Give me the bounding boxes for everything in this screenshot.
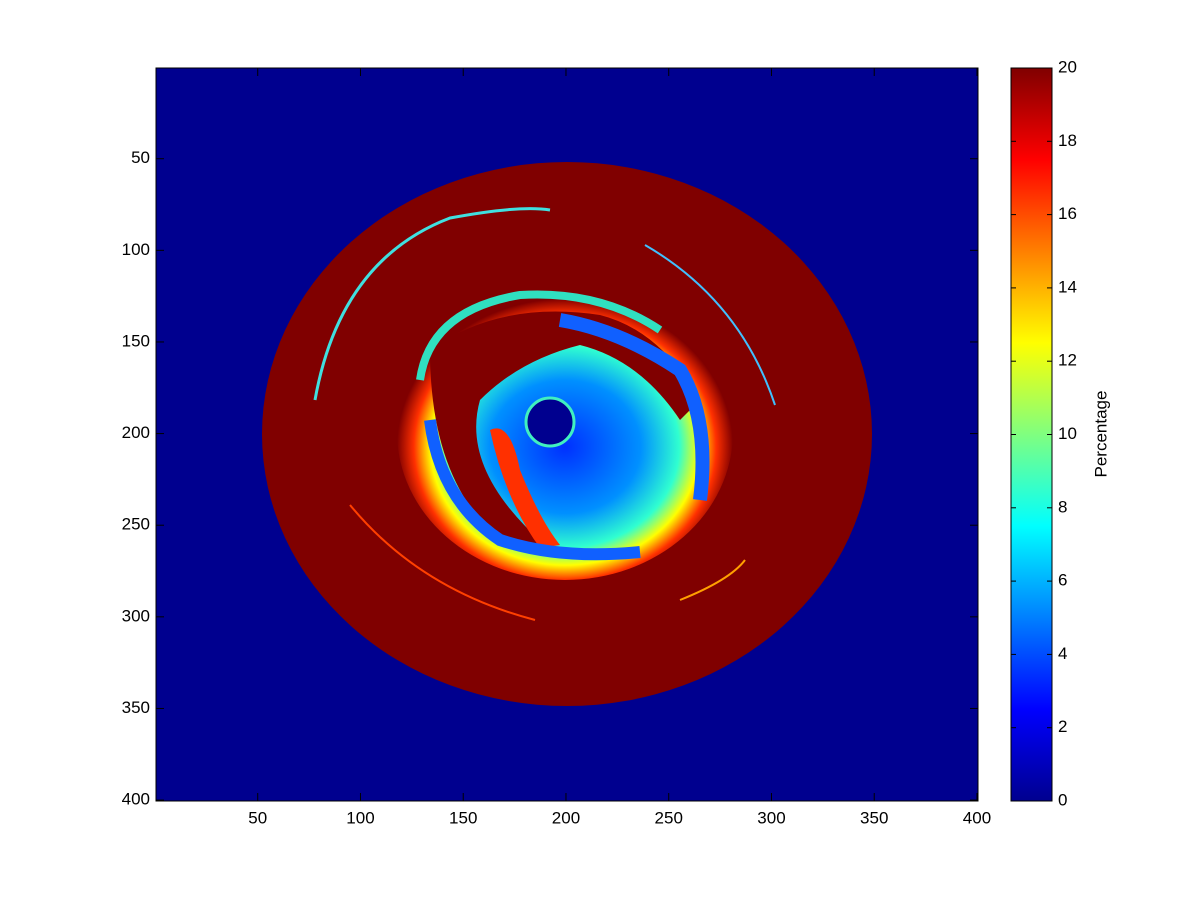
x-tick-label: 350 [860,808,888,827]
swirl [490,428,560,548]
colorbar-tick-label: 14 [1058,277,1077,296]
filament [644,244,776,406]
colorbar-tick-label: 6 [1058,571,1067,590]
colorbar [1010,67,1053,802]
y-tick-label: 250 [122,515,150,534]
y-tick-label: 400 [122,790,150,809]
y-tick-label: 150 [122,331,150,350]
colorbar-tick-label: 2 [1058,717,1067,736]
colorbar-tick-label: 10 [1058,424,1077,443]
colorbar-tick-label: 8 [1058,497,1067,516]
y-tick-label: 300 [122,606,150,625]
colorbar-tick-label: 20 [1058,57,1077,76]
x-tick-label: 300 [757,808,785,827]
colorbar-tick-label: 0 [1058,790,1067,809]
heatmap-image [156,68,978,801]
y-tick-label: 50 [131,148,150,167]
x-tick-label: 100 [346,808,374,827]
x-tick-label: 50 [248,808,267,827]
colorbar-label: Percentage [1091,391,1110,478]
filament [313,207,551,401]
axes-box [155,67,979,802]
swirl [558,313,710,501]
x-tick-label: 400 [963,808,991,827]
colorbar-tick-label: 18 [1058,131,1077,150]
x-tick-label: 200 [552,808,580,827]
swirl [416,290,663,381]
colorbar-tick-label: 16 [1058,204,1077,223]
x-tick-label: 150 [449,808,477,827]
y-tick-label: 200 [122,423,150,442]
filament [679,559,746,601]
swirl [430,311,700,545]
colorbar-tick-label: 12 [1058,351,1077,370]
colorbar-tick-label: 4 [1058,644,1067,663]
filament [349,504,536,621]
swirl [424,419,641,561]
x-tick-label: 250 [655,808,683,827]
y-tick-label: 350 [122,698,150,717]
y-tick-label: 100 [122,240,150,259]
core [524,396,576,448]
